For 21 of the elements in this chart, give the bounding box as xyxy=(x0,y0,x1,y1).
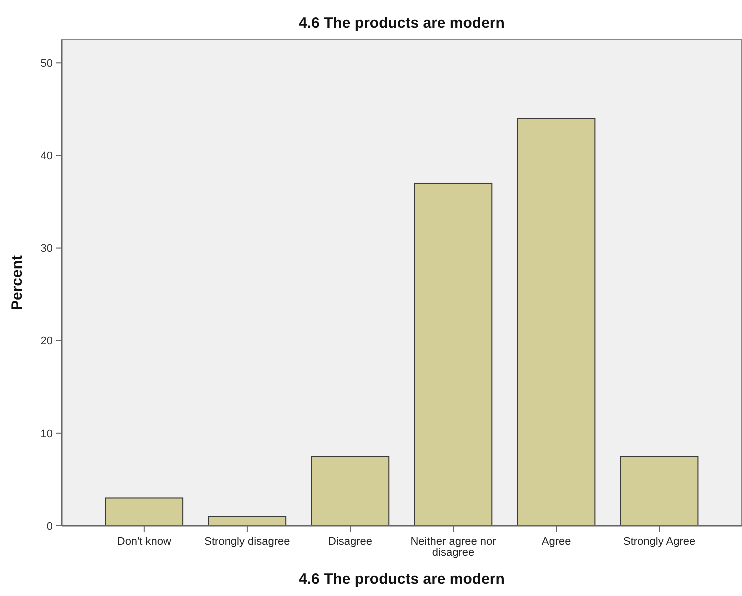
x-tick-label: Don't know xyxy=(117,536,172,548)
y-tick-label: 0 xyxy=(46,520,53,533)
x-tick-label: Agree xyxy=(542,536,572,548)
chart-title: 4.6 The products are modern xyxy=(299,15,505,32)
y-tick-label: 50 xyxy=(40,58,53,70)
bar xyxy=(208,516,287,526)
x-tick-label: Disagree xyxy=(328,536,372,548)
y-tick-label: 30 xyxy=(40,243,53,256)
y-tick-label: 40 xyxy=(40,150,53,163)
bar xyxy=(414,182,493,526)
y-tick-label: 20 xyxy=(40,336,53,348)
bar xyxy=(517,118,596,526)
x-axis-title: 4.6 The products are modern xyxy=(299,571,505,588)
x-tick-label: Strongly Agree xyxy=(624,536,696,548)
bar xyxy=(620,456,699,526)
y-tick-label: 10 xyxy=(40,428,53,440)
y-axis-title: Percent xyxy=(9,255,26,311)
bar xyxy=(311,456,390,526)
bar xyxy=(105,498,184,526)
x-tick-label: Strongly disagree xyxy=(204,536,290,548)
x-tick-label: Neither agree nor disagree xyxy=(410,536,497,559)
